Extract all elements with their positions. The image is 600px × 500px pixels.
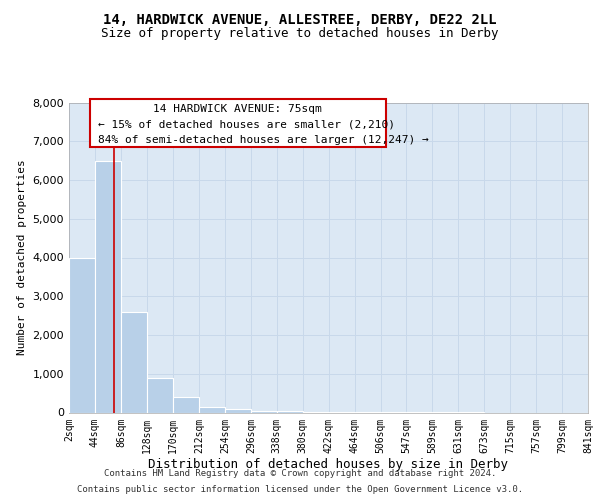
Bar: [121, 312, 147, 412]
Bar: [147, 378, 173, 412]
Text: Size of property relative to detached houses in Derby: Size of property relative to detached ho…: [101, 28, 499, 40]
X-axis label: Distribution of detached houses by size in Derby: Distribution of detached houses by size …: [149, 458, 509, 471]
Text: Contains HM Land Registry data © Crown copyright and database right 2024.: Contains HM Land Registry data © Crown c…: [104, 470, 496, 478]
Text: Contains public sector information licensed under the Open Government Licence v3: Contains public sector information licen…: [77, 484, 523, 494]
Y-axis label: Number of detached properties: Number of detached properties: [17, 160, 27, 356]
Bar: [69, 258, 95, 412]
Bar: [225, 408, 251, 412]
FancyBboxPatch shape: [90, 100, 386, 148]
Text: 14, HARDWICK AVENUE, ALLESTREE, DERBY, DE22 2LL: 14, HARDWICK AVENUE, ALLESTREE, DERBY, D…: [103, 12, 497, 26]
Text: 84% of semi-detached houses are larger (12,247) →: 84% of semi-detached houses are larger (…: [98, 135, 428, 145]
Text: ← 15% of detached houses are smaller (2,210): ← 15% of detached houses are smaller (2,…: [98, 120, 395, 130]
Bar: [199, 406, 225, 412]
Bar: [95, 160, 121, 412]
Bar: [173, 397, 199, 412]
Text: 14 HARDWICK AVENUE: 75sqm: 14 HARDWICK AVENUE: 75sqm: [154, 104, 322, 114]
Bar: [251, 410, 277, 412]
